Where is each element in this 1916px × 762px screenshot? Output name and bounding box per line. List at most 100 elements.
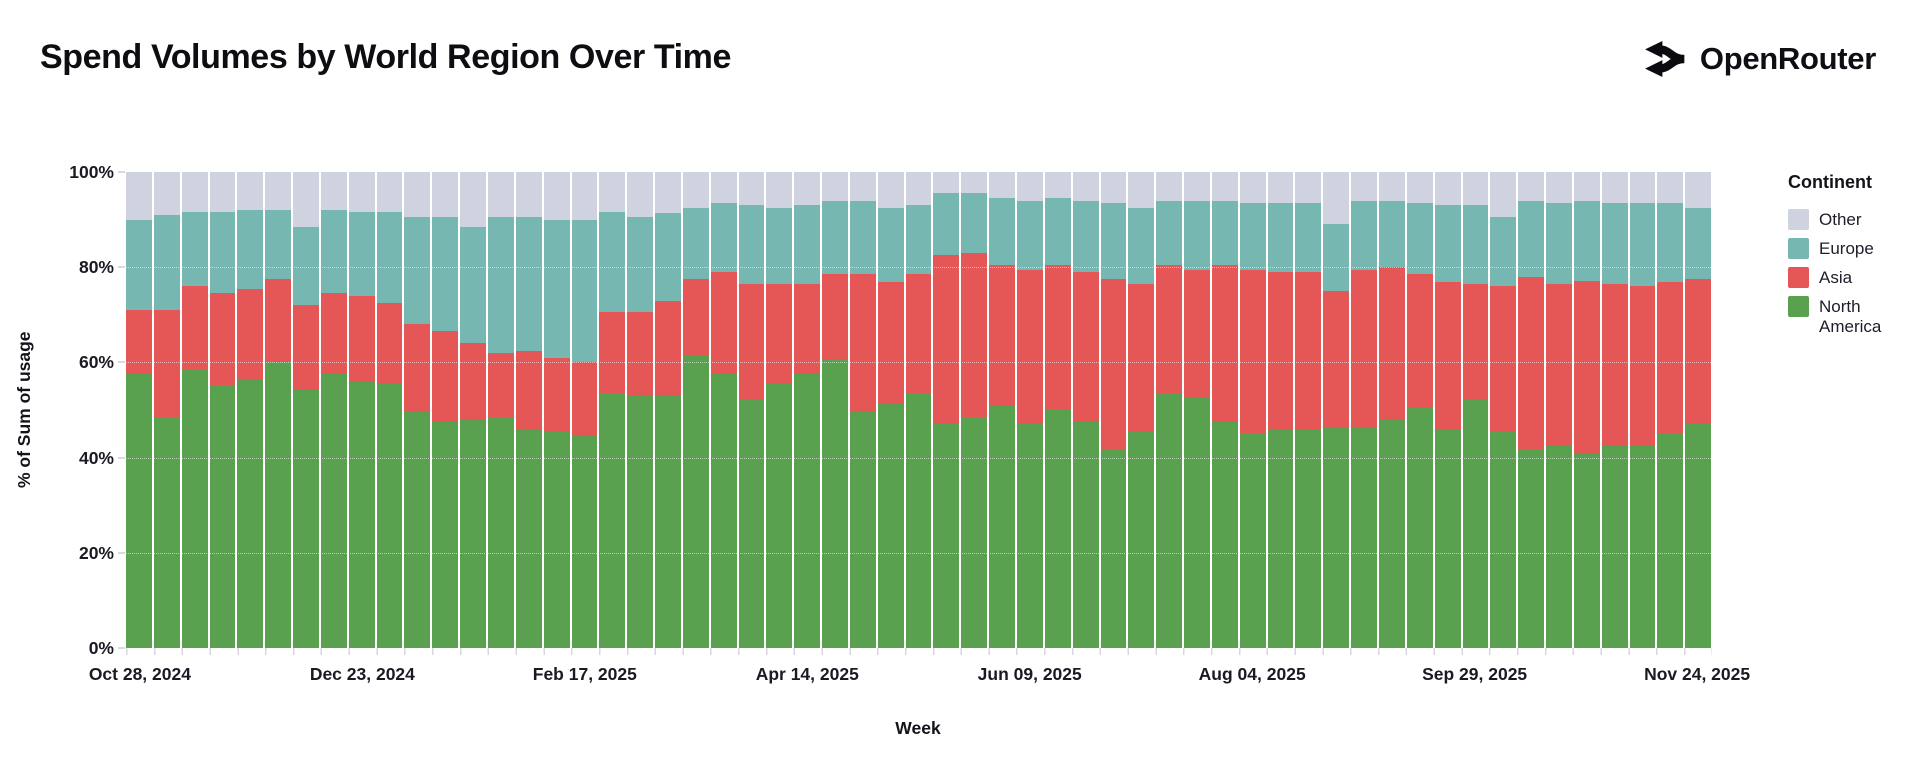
bar-segment-asia[interactable] [655,300,681,396]
bar-segment-asia[interactable] [1184,269,1210,399]
bar-segment-other[interactable] [1434,172,1461,206]
bar-segment-north-america[interactable] [849,412,876,648]
legend-item-north-america[interactable]: North America [1788,296,1914,337]
bar-segment-other[interactable] [1044,172,1071,199]
bar-segment-europe[interactable] [849,200,876,275]
bar-segment-north-america[interactable] [265,362,292,648]
bar-segment-asia[interactable] [933,255,960,425]
bar-segment-other[interactable] [822,172,848,201]
legend-item-europe[interactable]: Europe [1788,238,1914,259]
bar-segment-asia[interactable] [766,283,793,384]
bar-segment-asia[interactable] [1351,269,1377,427]
bar-segment-asia[interactable] [849,274,876,413]
bar-segment-other[interactable] [1239,172,1266,203]
bar-segment-asia[interactable] [627,312,654,396]
week-bar[interactable] [961,172,988,648]
week-bar[interactable] [989,172,1015,648]
bar-segment-north-america[interactable] [1239,433,1266,648]
bar-segment-north-america[interactable] [933,424,960,648]
bar-segment-other[interactable] [1490,172,1517,218]
bar-segment-europe[interactable] [126,219,152,311]
bar-segment-europe[interactable] [655,212,681,301]
bar-segment-asia[interactable] [487,352,514,418]
bar-segment-other[interactable] [1128,172,1155,208]
bar-segment-other[interactable] [487,172,514,218]
bar-segment-asia[interactable] [404,324,431,413]
week-bar[interactable] [627,172,654,648]
week-bar[interactable] [320,172,347,648]
bar-segment-other[interactable] [989,172,1015,199]
week-bar[interactable] [571,172,598,648]
bar-segment-other[interactable] [293,172,319,227]
bar-segment-asia[interactable] [822,274,848,361]
bar-segment-asia[interactable] [794,283,821,375]
week-bar[interactable] [933,172,960,648]
bar-segment-asia[interactable] [293,305,319,389]
bar-segment-north-america[interactable] [571,436,598,648]
bar-segment-other[interactable] [1546,172,1572,203]
bar-segment-north-america[interactable] [348,381,375,648]
bar-segment-other[interactable] [348,172,375,213]
bar-segment-north-america[interactable] [710,374,737,648]
bar-segment-europe[interactable] [822,200,848,275]
bar-segment-asia[interactable] [432,331,459,422]
bar-segment-europe[interactable] [1573,200,1600,282]
week-bar[interactable] [1211,172,1238,648]
bar-segment-europe[interactable] [543,219,570,358]
bar-segment-asia[interactable] [376,302,403,384]
week-bar[interactable] [655,172,681,648]
week-bar[interactable] [376,172,403,648]
bar-segment-north-america[interactable] [655,395,681,648]
week-bar[interactable] [153,172,180,648]
bar-segment-north-america[interactable] [738,400,765,648]
bar-segment-north-america[interactable] [1184,398,1210,648]
week-bar[interactable] [348,172,375,648]
bar-segment-other[interactable] [543,172,570,220]
bar-segment-asia[interactable] [571,362,598,437]
bar-segment-other[interactable] [1211,172,1238,201]
week-bar[interactable] [1267,172,1294,648]
bar-segment-asia[interactable] [126,310,152,375]
week-bar[interactable] [1685,172,1712,648]
bar-segment-europe[interactable] [710,202,737,272]
bar-segment-europe[interactable] [1351,200,1377,270]
bar-segment-north-america[interactable] [1211,421,1238,648]
week-bar[interactable] [1490,172,1517,648]
week-bar[interactable] [1017,172,1043,648]
bar-segment-asia[interactable] [989,264,1015,406]
week-bar[interactable] [1434,172,1461,648]
bar-segment-north-america[interactable] [376,383,403,648]
bar-segment-europe[interactable] [209,212,236,294]
week-bar[interactable] [1518,172,1545,648]
bar-segment-asia[interactable] [1323,291,1350,427]
week-bar[interactable] [237,172,264,648]
week-bar[interactable] [1184,172,1210,648]
bar-segment-north-america[interactable] [794,374,821,648]
bar-segment-north-america[interactable] [1406,407,1433,648]
bar-segment-other[interactable] [126,172,152,220]
bar-segment-europe[interactable] [1128,207,1155,284]
bar-segment-europe[interactable] [348,212,375,296]
bar-segment-asia[interactable] [237,288,264,380]
bar-segment-europe[interactable] [627,217,654,313]
week-bar[interactable] [1629,172,1656,648]
bar-segment-other[interactable] [933,172,960,194]
bar-segment-asia[interactable] [1295,271,1322,430]
week-bar[interactable] [1573,172,1600,648]
bar-segment-other[interactable] [794,172,821,206]
bar-segment-asia[interactable] [1017,269,1043,425]
bar-segment-north-america[interactable] [1100,450,1127,648]
bar-segment-north-america[interactable] [905,393,932,648]
legend-item-other[interactable]: Other [1788,209,1914,230]
bar-segment-north-america[interactable] [1017,424,1043,648]
bar-segment-asia[interactable] [1462,283,1489,401]
bar-segment-north-america[interactable] [432,421,459,648]
week-bar[interactable] [181,172,208,648]
bar-segment-other[interactable] [571,172,598,220]
bar-segment-asia[interactable] [1156,264,1183,394]
bar-segment-europe[interactable] [1017,200,1043,270]
bar-segment-other[interactable] [1462,172,1489,206]
bar-segment-europe[interactable] [460,226,486,344]
bar-segment-other[interactable] [1351,172,1377,201]
bar-segment-north-america[interactable] [1573,452,1600,648]
